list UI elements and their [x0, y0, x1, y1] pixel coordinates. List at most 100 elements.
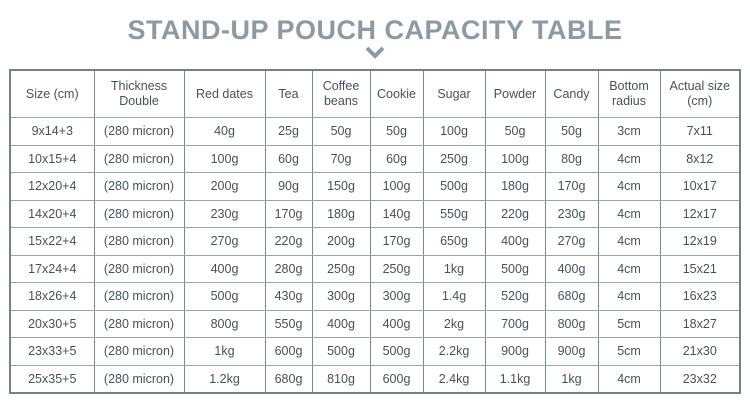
table-cell: 50g — [369, 117, 424, 146]
table-cell: 100g — [422, 117, 486, 146]
column-header: Powder — [484, 69, 546, 118]
column-header: Sugar — [422, 69, 486, 118]
table-cell: 4cm — [597, 227, 661, 256]
table-cell: 1.2kg — [183, 364, 266, 394]
table-cell: 810g — [311, 364, 371, 394]
table-row: 17x24+4 (280 micron) 400g 280g 250g 250g 1kg 50… — [9, 254, 741, 283]
table-cell: 18x26+4 — [9, 282, 95, 311]
table-cell: 7x11 — [659, 117, 741, 146]
column-header: Candy — [544, 69, 599, 118]
table-cell: 500g — [311, 337, 371, 366]
table-cell: (280 micron) — [93, 309, 185, 338]
table-row: 12x20+4 (280 micron) 200g 90g 150g 100g 500g 18… — [9, 172, 741, 201]
table-row: 15x22+4 (280 micron) 270g 220g 200g 170g 650g 4… — [9, 227, 741, 256]
table-cell: 520g — [484, 282, 546, 311]
table-cell: (280 micron) — [93, 282, 185, 311]
table-cell: 400g — [484, 227, 546, 256]
table-cell: 1kg — [422, 254, 486, 283]
table-row: 20x30+5 (280 micron) 800g 550g 400g 400g 2kg 70… — [9, 309, 741, 338]
table-cell: 23x32 — [659, 364, 741, 394]
table-row: 25x35+5 (280 micron) 1.2kg 680g 810g 600g 2.4k… — [9, 364, 741, 394]
table-cell: 8x12 — [659, 144, 741, 173]
table-row: 23x33+5 (280 micron) 1kg 600g 500g 500g 2.2kg 9… — [9, 337, 741, 366]
table-cell: 25x35+5 — [9, 364, 95, 394]
table-cell: 220g — [484, 199, 546, 228]
table-cell: 1kg — [183, 337, 266, 366]
page-title: STAND-UP POUCH CAPACITY TABLE — [127, 15, 623, 45]
table-cell: (280 micron) — [93, 172, 185, 201]
column-header: Coffee beans — [311, 69, 371, 118]
table-cell: 1kg — [544, 364, 599, 394]
table-cell: (280 micron) — [93, 227, 185, 256]
table-cell: (280 micron) — [93, 364, 185, 394]
table-cell: (280 micron) — [93, 337, 185, 366]
column-header: Thickness Double — [93, 69, 185, 118]
table-cell: 500g — [484, 254, 546, 283]
table-cell: 230g — [544, 199, 599, 228]
table-cell: 140g — [369, 199, 424, 228]
table-cell: 600g — [369, 364, 424, 394]
table-cell: 650g — [422, 227, 486, 256]
table-cell: 9x14+3 — [9, 117, 95, 146]
table-cell: 4cm — [597, 144, 661, 173]
table-cell: 500g — [422, 172, 486, 201]
table-cell: 16x23 — [659, 282, 741, 311]
table-cell: 200g — [311, 227, 371, 256]
table-cell: 250g — [369, 254, 424, 283]
table-cell: 900g — [484, 337, 546, 366]
table-cell: 2kg — [422, 309, 486, 338]
table-row: 18x26+4 (280 micron) 500g 430g 300g 300g 1.4g 5… — [9, 282, 741, 311]
table-cell: 500g — [183, 282, 266, 311]
table-cell: 2.2kg — [422, 337, 486, 366]
table-header-row: Size (cm) Thickness Double Red dates Tea Cof… — [9, 69, 741, 118]
table-cell: 12x19 — [659, 227, 741, 256]
table-cell: 50g — [311, 117, 371, 146]
table-cell: (280 micron) — [93, 144, 185, 173]
column-header: Tea — [264, 69, 313, 118]
table-cell: 18x27 — [659, 309, 741, 338]
table-cell: 40g — [183, 117, 266, 146]
table-cell: 180g — [484, 172, 546, 201]
table-cell: 550g — [422, 199, 486, 228]
table-cell: 800g — [183, 309, 266, 338]
table-cell: 680g — [264, 364, 313, 394]
table-cell: (280 micron) — [93, 117, 185, 146]
table-cell: 200g — [183, 172, 266, 201]
table-cell: 15x22+4 — [9, 227, 95, 256]
table-row: 9x14+3 (280 micron) 40g 25g 50g 50g 100g 50g 50g… — [9, 117, 741, 146]
table-cell: 500g — [369, 337, 424, 366]
table-cell: 400g — [311, 309, 371, 338]
capacity-table: Size (cm) Thickness Double Red dates Tea Cof… — [9, 69, 741, 394]
table-cell: 170g — [544, 172, 599, 201]
table-cell: 680g — [544, 282, 599, 311]
table-cell: 5cm — [597, 337, 661, 366]
table-cell: 150g — [311, 172, 371, 201]
table-cell: 250g — [311, 254, 371, 283]
table-cell: 21x30 — [659, 337, 741, 366]
table-cell: 3cm — [597, 117, 661, 146]
table-cell: 4cm — [597, 364, 661, 394]
table-cell: 12x20+4 — [9, 172, 95, 201]
table-cell: 600g — [264, 337, 313, 366]
chevron-down-icon — [0, 46, 750, 64]
table-cell: 4cm — [597, 199, 661, 228]
table-cell: 60g — [264, 144, 313, 173]
column-header: Bottom radius — [597, 69, 661, 118]
table-cell: 5cm — [597, 309, 661, 338]
table-cell: 270g — [544, 227, 599, 256]
table-cell: (280 micron) — [93, 254, 185, 283]
table-cell: 800g — [544, 309, 599, 338]
table-cell: 70g — [311, 144, 371, 173]
table-cell: 90g — [264, 172, 313, 201]
table-cell: 270g — [183, 227, 266, 256]
table-cell: 60g — [369, 144, 424, 173]
table-cell: 230g — [183, 199, 266, 228]
column-header: Red dates — [183, 69, 266, 118]
table-cell: 4cm — [597, 282, 661, 311]
table-cell: 1.4g — [422, 282, 486, 311]
table-cell: 700g — [484, 309, 546, 338]
column-header: Actual size (cm) — [659, 69, 741, 118]
table-cell: 25g — [264, 117, 313, 146]
table-cell: 14x20+4 — [9, 199, 95, 228]
table-cell: 300g — [311, 282, 371, 311]
